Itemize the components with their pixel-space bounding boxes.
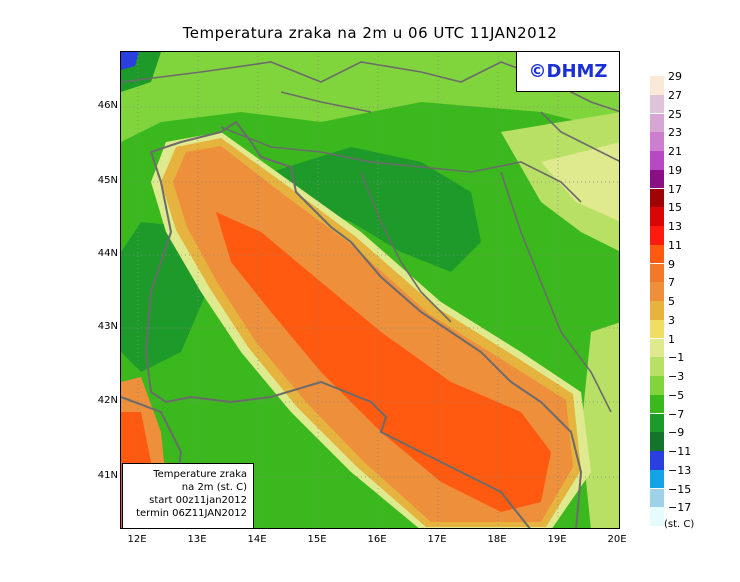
legend-level-label: −9 bbox=[668, 426, 685, 440]
legend-level-label: 23 bbox=[668, 126, 682, 140]
lat-label-41n: 41N bbox=[97, 470, 118, 481]
legend-level-label: −15 bbox=[668, 482, 692, 496]
legend-level-label: 1 bbox=[668, 332, 675, 346]
legend-swatch bbox=[650, 207, 664, 226]
legend-swatch bbox=[650, 357, 664, 376]
lat-label-42n: 42N bbox=[97, 395, 118, 406]
lon-label-16e: 16E bbox=[367, 534, 387, 545]
legend-level-label: −17 bbox=[668, 501, 692, 515]
warmer-east-zone bbox=[541, 142, 619, 222]
lat-label-43n: 43N bbox=[97, 321, 118, 332]
legend-level-label: −1 bbox=[668, 351, 685, 365]
legend-level-label: 9 bbox=[668, 257, 675, 271]
legend-swatch bbox=[650, 469, 664, 489]
legend-swatch bbox=[650, 451, 664, 470]
legend-level-label: 13 bbox=[668, 220, 682, 233]
legend-swatch bbox=[650, 113, 664, 133]
legend-units: (st. C) bbox=[664, 519, 695, 530]
legend-swatch bbox=[650, 507, 664, 526]
legend-level-label: 29 bbox=[668, 70, 682, 83]
legend-swatch bbox=[650, 338, 664, 358]
lon-label-19e: 19E bbox=[547, 534, 567, 545]
legend-swatch bbox=[650, 151, 664, 170]
legend-level-label: 21 bbox=[668, 145, 682, 158]
info-line-1: Temperature zraka bbox=[153, 469, 247, 480]
legend-level-label: −7 bbox=[668, 407, 685, 421]
legend-level-label: 11 bbox=[668, 238, 682, 252]
legend-level-label: 15 bbox=[668, 201, 682, 215]
legend-swatch bbox=[650, 132, 664, 151]
legend-swatch bbox=[650, 432, 664, 451]
lon-label-18e: 18E bbox=[487, 534, 507, 545]
legend-level-label: −13 bbox=[668, 463, 692, 477]
legend-swatch bbox=[650, 263, 664, 283]
lat-label-44n: 44N bbox=[97, 248, 118, 259]
legend-level-label: 25 bbox=[668, 107, 682, 121]
info-line-4: termin 06Z11JAN2012 bbox=[136, 508, 247, 519]
legend-level-label: 3 bbox=[668, 313, 675, 327]
legend-level-label: −11 bbox=[668, 445, 692, 458]
legend-swatch bbox=[650, 488, 664, 508]
lon-label-13e: 13E bbox=[187, 534, 207, 545]
lat-label-46n: 46N bbox=[97, 100, 118, 111]
lon-label-12e: 12E bbox=[127, 534, 147, 545]
legend-swatch bbox=[650, 413, 664, 433]
legend-swatch bbox=[650, 394, 664, 414]
legend-swatch bbox=[650, 244, 664, 264]
coldest-area bbox=[121, 52, 139, 70]
legend-swatch bbox=[650, 282, 664, 301]
legend-swatch bbox=[650, 76, 664, 95]
lon-label-14e: 14E bbox=[247, 534, 267, 545]
lon-label-20e: 20E bbox=[607, 534, 627, 545]
map-title: Temperatura zraka na 2m u 06 UTC 11JAN20… bbox=[182, 24, 558, 42]
sea-band-warmest bbox=[216, 212, 551, 512]
legend-level-label: 19 bbox=[668, 163, 682, 177]
legend-swatch bbox=[650, 301, 664, 320]
legend-swatch bbox=[650, 376, 664, 395]
legend-swatch bbox=[650, 226, 664, 245]
legend-level-label: 7 bbox=[668, 276, 675, 290]
legend-swatch bbox=[650, 319, 664, 339]
info-box: Temperature zraka na 2m (st. C) start 00… bbox=[122, 463, 254, 529]
legend-swatch bbox=[650, 94, 664, 114]
lon-label-17e: 17E bbox=[427, 534, 447, 545]
legend-level-label: −5 bbox=[668, 388, 685, 402]
legend-level-label: −3 bbox=[668, 370, 685, 383]
lon-label-15e: 15E bbox=[307, 534, 327, 545]
map-canvas bbox=[121, 52, 619, 528]
legend-level-label: 17 bbox=[668, 182, 682, 196]
legend-swatch bbox=[650, 169, 664, 189]
legend-level-label: 5 bbox=[668, 295, 675, 308]
graticule bbox=[121, 52, 619, 528]
alpine-zone bbox=[121, 52, 619, 142]
legend-level-label: 27 bbox=[668, 88, 682, 102]
lat-label-45n: 45N bbox=[97, 175, 118, 186]
info-line-3: start 00z11jan2012 bbox=[149, 495, 247, 506]
dhmz-logo: ©DHMZ bbox=[516, 51, 620, 92]
temperature-map[interactable] bbox=[120, 51, 620, 529]
legend-swatch bbox=[650, 188, 664, 208]
info-line-2: na 2m (st. C) bbox=[181, 482, 247, 493]
